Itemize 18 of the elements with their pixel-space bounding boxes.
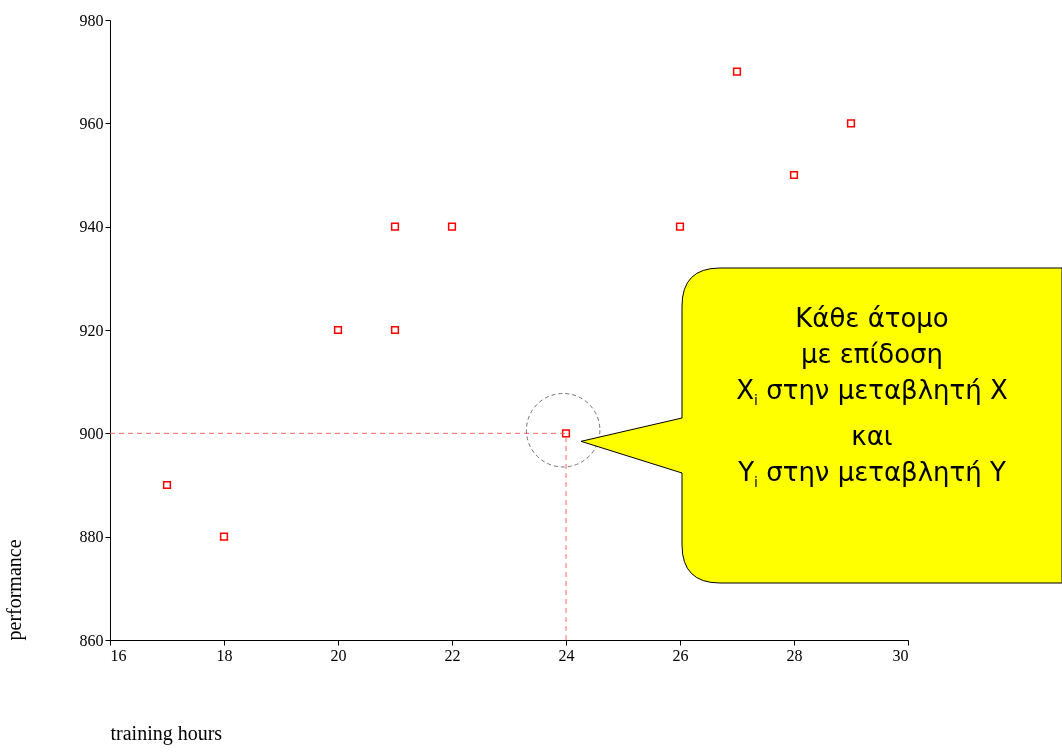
y-axis-title: performance [2,539,26,641]
x-tick-label: 28 [786,646,803,664]
y-tick-label: 900 [79,424,104,442]
y-tick-label: 940 [79,218,104,236]
x-tick-label: 20 [330,646,347,664]
x-tick-label: 24 [558,646,575,664]
text: Κάθε άτομο με επίδοση X$_{i}$ στην μεταβλητή X και Y$_{i}$ στην μεταβλητή Y [736,303,1008,491]
x-tick-label: 16 [110,646,127,664]
x-tick-label: 26 [672,646,689,664]
y-tick-label: 980 [79,11,104,29]
x-tick-label: 22 [444,646,461,664]
x-tick-label: 30 [892,646,909,664]
x-axis-title: training hours [110,721,223,745]
y-tick-label: 960 [79,114,104,132]
y-tick-label: 860 [79,631,104,649]
y-tick-label: 920 [79,321,104,339]
x-tick-label: 18 [216,646,233,664]
y-tick-label: 880 [79,528,104,546]
